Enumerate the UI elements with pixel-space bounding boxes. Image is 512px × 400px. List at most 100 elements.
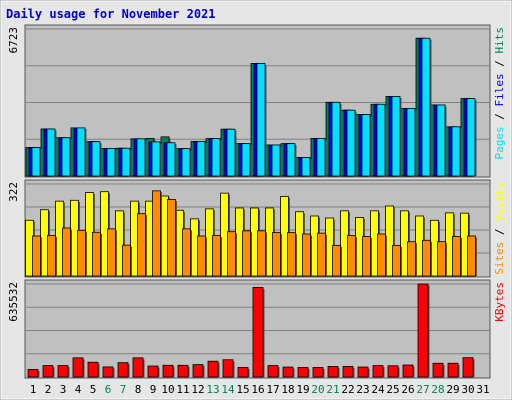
bar-sites-day-24 xyxy=(377,233,386,277)
bar-pages-day-20 xyxy=(316,137,326,177)
bar-pages-day-13 xyxy=(211,138,221,177)
bar-pages-day-15 xyxy=(241,143,251,177)
bar-pages-day-10 xyxy=(166,142,176,177)
x-tick-label: 9 xyxy=(150,383,157,396)
bar-pages-day-27 xyxy=(421,37,431,177)
x-tick-label: 10 xyxy=(161,383,174,396)
bar-pages-day-12 xyxy=(196,141,206,177)
x-tick-label: 19 xyxy=(296,383,309,396)
bar-pages-day-4 xyxy=(76,127,86,177)
bar-kbytes-day-23 xyxy=(357,366,369,378)
bar-pages-day-11 xyxy=(181,148,191,177)
bar-kbytes-day-29 xyxy=(447,362,459,378)
bar-kbytes-day-14 xyxy=(222,359,234,378)
bar-pages-day-2 xyxy=(46,128,56,177)
bar-sites-day-17 xyxy=(272,232,281,277)
bar-sites-day-3 xyxy=(62,227,71,277)
bar-kbytes-day-21 xyxy=(327,366,339,378)
x-tick-label: 28 xyxy=(431,383,444,396)
series-label-separator: / xyxy=(493,107,506,127)
bar-pages-day-23 xyxy=(361,114,371,177)
x-tick-label: 2 xyxy=(45,383,52,396)
x-tick-label: 25 xyxy=(386,383,399,396)
bar-sites-day-1 xyxy=(32,235,41,277)
bar-pages-day-5 xyxy=(91,141,101,177)
bar-pages-day-29 xyxy=(451,126,461,177)
bar-sites-day-16 xyxy=(257,230,266,277)
bar-kbytes-day-27 xyxy=(417,283,429,378)
bar-kbytes-day-15 xyxy=(237,367,249,378)
bar-pages-day-24 xyxy=(376,103,386,177)
series-visits xyxy=(25,191,470,277)
series-label-files: Files xyxy=(493,73,506,106)
axis-series-label: Pages / Files / Hits xyxy=(493,27,506,160)
bar-kbytes-day-4 xyxy=(72,357,84,378)
series-sites xyxy=(32,190,477,277)
x-tick-label: 30 xyxy=(461,383,474,396)
bar-pages-day-28 xyxy=(436,104,446,177)
bar-pages-day-1 xyxy=(31,147,41,177)
bar-sites-day-11 xyxy=(182,228,191,277)
chart-title: Daily usage for November 2021 xyxy=(6,7,216,21)
bar-sites-day-26 xyxy=(407,241,416,277)
bar-kbytes-day-18 xyxy=(282,366,294,378)
bar-sites-day-28 xyxy=(437,241,446,277)
bar-sites-day-5 xyxy=(92,231,101,277)
bar-kbytes-day-12 xyxy=(192,364,204,378)
x-tick-label: 18 xyxy=(281,383,294,396)
x-tick-label: 29 xyxy=(446,383,459,396)
bar-sites-day-21 xyxy=(332,245,341,277)
x-tick-label: 31 xyxy=(476,383,489,396)
bar-kbytes-day-13 xyxy=(207,360,219,378)
bar-sites-day-12 xyxy=(197,235,206,277)
bar-sites-day-29 xyxy=(452,236,461,277)
x-tick-label: 5 xyxy=(90,383,97,396)
bar-kbytes-day-3 xyxy=(57,365,69,378)
bar-pages-day-18 xyxy=(286,143,296,177)
axis-series-label: Sites / Visits xyxy=(493,182,506,275)
bar-sites-day-15 xyxy=(242,230,251,277)
bar-sites-day-20 xyxy=(317,232,326,277)
x-tick-label: 20 xyxy=(311,383,324,396)
bar-sites-day-10 xyxy=(167,199,176,277)
bar-kbytes-day-28 xyxy=(432,362,444,378)
bar-kbytes-day-19 xyxy=(297,367,309,378)
x-tick-label: 21 xyxy=(326,383,339,396)
x-tick-label: 15 xyxy=(236,383,249,396)
series-label-hits: Hits xyxy=(493,27,506,54)
axis-max-label: 6723 xyxy=(7,27,20,54)
bar-kbytes-day-24 xyxy=(372,365,384,378)
series-kbytes xyxy=(27,283,475,378)
bar-sites-day-4 xyxy=(77,229,86,277)
panel-kbytes: 635532 KBytes xyxy=(7,279,506,379)
bar-kbytes-day-16 xyxy=(252,287,264,378)
bar-pages-day-26 xyxy=(406,108,416,177)
bar-kbytes-day-11 xyxy=(177,364,189,378)
x-tick-label: 27 xyxy=(416,383,429,396)
x-tick-label: 3 xyxy=(60,383,67,396)
bar-sites-day-14 xyxy=(227,231,236,277)
bar-pages-day-7 xyxy=(121,147,131,177)
bar-sites-day-25 xyxy=(392,245,401,277)
series-label-visits: Visits xyxy=(493,182,506,222)
bar-pages-day-21 xyxy=(331,101,341,177)
bar-kbytes-day-7 xyxy=(117,362,129,378)
bar-pages-day-8 xyxy=(136,138,146,177)
bar-sites-day-23 xyxy=(362,236,371,277)
x-tick-label: 7 xyxy=(120,383,127,396)
x-tick-label: 8 xyxy=(135,383,142,396)
x-tick-label: 4 xyxy=(75,383,82,396)
bar-kbytes-day-9 xyxy=(147,365,159,378)
bar-sites-day-18 xyxy=(287,232,296,277)
x-tick-label: 1 xyxy=(30,383,37,396)
bar-kbytes-day-26 xyxy=(402,364,414,378)
bar-sites-day-2 xyxy=(47,235,56,277)
bar-sites-day-19 xyxy=(302,233,311,277)
x-tick-label: 14 xyxy=(221,383,235,396)
bar-sites-day-30 xyxy=(467,235,476,277)
series-label-sites: Sites xyxy=(493,242,506,275)
bar-pages-day-3 xyxy=(61,137,71,177)
series-label-separator: / xyxy=(493,54,506,74)
